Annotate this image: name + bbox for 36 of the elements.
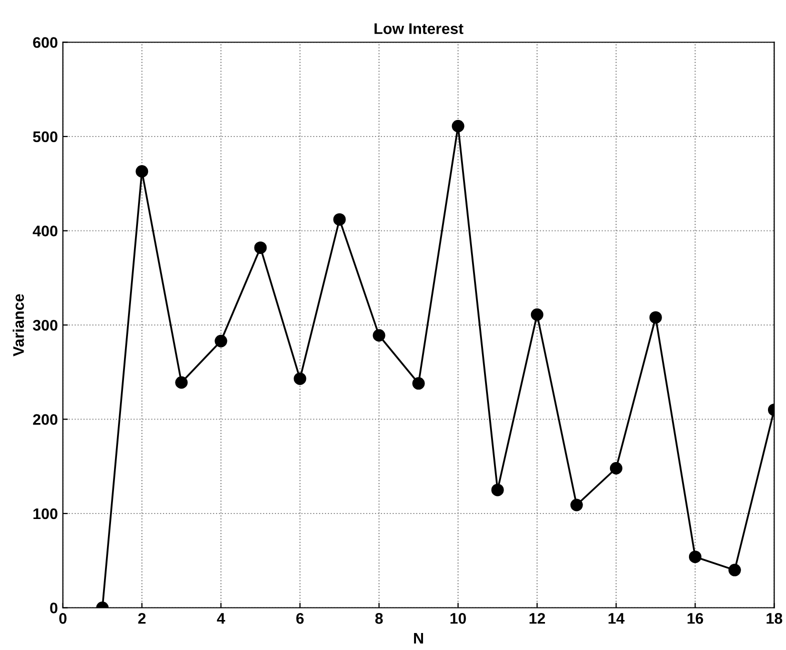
x-tick-label: 10 xyxy=(450,613,466,624)
point xyxy=(610,462,622,475)
point xyxy=(136,165,148,178)
x-tick-label: 18 xyxy=(766,613,782,624)
y-tick-label: 0 xyxy=(50,602,58,614)
point xyxy=(333,213,346,226)
x-axis-title: N xyxy=(414,632,424,644)
x-tick-label: 4 xyxy=(216,613,226,624)
y-tick-label: 200 xyxy=(33,414,58,425)
y-tick-label: 500 xyxy=(33,131,58,142)
chart-title: Low Interest xyxy=(374,23,464,34)
point xyxy=(728,564,741,576)
point xyxy=(452,120,464,132)
x-tick-label: 8 xyxy=(375,613,383,624)
point xyxy=(649,311,662,324)
point xyxy=(294,372,306,385)
x-tick-label: 12 xyxy=(530,613,545,624)
y-tick-label: 600 xyxy=(33,37,58,48)
point xyxy=(372,329,386,342)
y-tick-label: 400 xyxy=(32,226,58,236)
point xyxy=(570,498,583,512)
point xyxy=(530,308,544,321)
x-tick-label: 6 xyxy=(296,613,304,624)
point xyxy=(214,334,228,348)
y-axis-title: Variance xyxy=(12,294,24,356)
y-tick-label: 100 xyxy=(33,508,58,520)
x-tick-label: 0 xyxy=(59,613,67,624)
point xyxy=(412,377,425,390)
y-tick-label: 300 xyxy=(32,320,58,331)
point xyxy=(254,241,267,254)
x-tick-label: 2 xyxy=(138,613,146,624)
point xyxy=(688,550,702,564)
x-tick-label: 16 xyxy=(688,613,704,624)
point xyxy=(175,376,188,389)
point xyxy=(491,484,504,496)
x-tick-label: 14 xyxy=(608,613,625,624)
